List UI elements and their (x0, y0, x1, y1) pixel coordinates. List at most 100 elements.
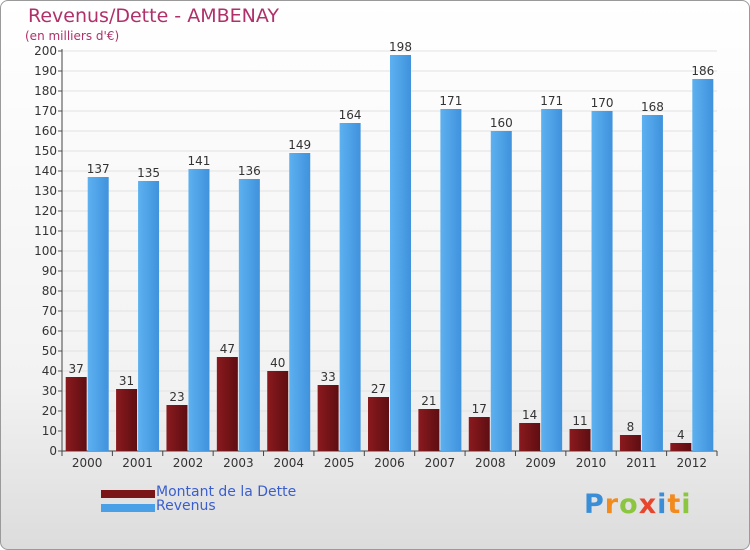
bar-revenus (390, 55, 411, 451)
logo-letter: i (681, 489, 692, 520)
logo-letter: i (657, 489, 668, 520)
x-tick-label: 2003 (223, 456, 254, 470)
data-label-revenus: 137 (87, 162, 110, 176)
y-tick-label: 10 (42, 424, 57, 438)
bar-revenus (188, 169, 210, 451)
bar-revenus (339, 123, 361, 451)
chart-title: Revenus/Dette - AMBENAY (28, 5, 279, 27)
data-label-dette: 23 (169, 390, 184, 404)
data-label-dette: 27 (371, 382, 386, 396)
bar-dette (519, 423, 541, 451)
x-tick-label: 2004 (273, 456, 304, 470)
y-tick-label: 180 (34, 84, 57, 98)
data-label-dette: 31 (119, 374, 134, 388)
y-tick-label: 170 (34, 104, 57, 118)
y-tick-label: 140 (34, 164, 57, 178)
data-label-revenus: 136 (238, 164, 261, 178)
x-tick-label: 2009 (525, 456, 556, 470)
bar-revenus (641, 115, 663, 451)
data-label-dette: 33 (320, 370, 335, 384)
y-tick-label: 80 (42, 284, 57, 298)
bar-dette (65, 377, 87, 451)
bar-revenus (440, 109, 462, 451)
legend-label-revenus: Revenus (156, 498, 216, 514)
legend-swatch-revenus (101, 504, 155, 512)
data-label-revenus: 198 (389, 40, 412, 54)
data-label-dette: 4 (677, 428, 685, 442)
x-tick-label: 2008 (475, 456, 506, 470)
bar-dette (116, 389, 138, 451)
data-label-revenus: 164 (339, 108, 362, 122)
bar-dette (468, 417, 490, 451)
y-tick-label: 150 (34, 144, 57, 158)
bar-dette (619, 435, 641, 451)
data-label-dette: 17 (472, 402, 487, 416)
bar-revenus (490, 131, 512, 451)
y-tick-label: 130 (34, 184, 57, 198)
y-tick-label: 110 (34, 224, 57, 238)
data-label-dette: 11 (572, 414, 587, 428)
bar-revenus (692, 79, 714, 451)
y-tick-label: 30 (42, 384, 57, 398)
legend-swatch-dette (101, 490, 155, 498)
data-label-revenus: 171 (439, 94, 462, 108)
y-tick-label: 190 (34, 64, 57, 78)
y-tick-label: 0 (49, 444, 57, 458)
y-tick-label: 40 (42, 364, 57, 378)
data-label-dette: 8 (627, 420, 635, 434)
data-label-dette: 37 (69, 362, 84, 376)
chart-subtitle: (en milliers d'€) (25, 29, 120, 43)
y-tick-label: 120 (34, 204, 57, 218)
data-label-revenus: 186 (691, 64, 714, 78)
bar-dette (317, 385, 339, 451)
bar-revenus (238, 179, 260, 451)
data-label-revenus: 168 (641, 100, 664, 114)
bar-revenus (289, 153, 311, 451)
data-label-dette: 40 (270, 356, 285, 370)
x-tick-label: 2001 (122, 456, 153, 470)
bar-dette (216, 357, 238, 451)
data-label-revenus: 171 (540, 94, 563, 108)
data-label-dette: 14 (522, 408, 537, 422)
y-tick-label: 60 (42, 324, 57, 338)
x-tick-label: 2007 (425, 456, 456, 470)
logo-letter: x (638, 489, 658, 520)
y-tick-label: 200 (34, 44, 57, 58)
y-tick-label: 50 (42, 344, 57, 358)
bar-dette (418, 409, 440, 451)
data-label-revenus: 135 (137, 166, 160, 180)
bar-dette (368, 397, 389, 451)
bar-revenus (541, 109, 563, 451)
y-tick-label: 100 (34, 244, 57, 258)
x-tick-label: 2000 (72, 456, 103, 470)
logo-letter: o (619, 489, 639, 520)
proxiti-logo: Proxiti (584, 489, 692, 520)
data-label-dette: 47 (220, 342, 235, 356)
data-label-revenus: 160 (490, 116, 513, 130)
data-label-revenus: 170 (591, 96, 614, 110)
x-tick-label: 2006 (374, 456, 405, 470)
x-tick-label: 2012 (677, 456, 708, 470)
y-tick-label: 70 (42, 304, 57, 318)
data-label-dette: 21 (421, 394, 436, 408)
data-label-revenus: 149 (288, 138, 311, 152)
x-tick-label: 2005 (324, 456, 355, 470)
bar-dette (670, 443, 692, 451)
x-tick-label: 2002 (173, 456, 204, 470)
bar-dette (569, 429, 591, 451)
x-tick-label: 2011 (626, 456, 657, 470)
logo-letter: t (667, 489, 682, 520)
y-tick-label: 20 (42, 404, 57, 418)
logo-letter: P (584, 489, 605, 520)
logo-letter: r (604, 489, 620, 520)
data-label-revenus: 141 (188, 154, 211, 168)
bar-dette (166, 405, 188, 451)
bar-revenus (87, 177, 109, 451)
y-tick-label: 90 (42, 264, 57, 278)
bar-revenus (591, 111, 613, 451)
x-tick-label: 2010 (576, 456, 607, 470)
y-tick-label: 160 (34, 124, 57, 138)
legend-label-dette: Montant de la Dette (156, 484, 297, 500)
